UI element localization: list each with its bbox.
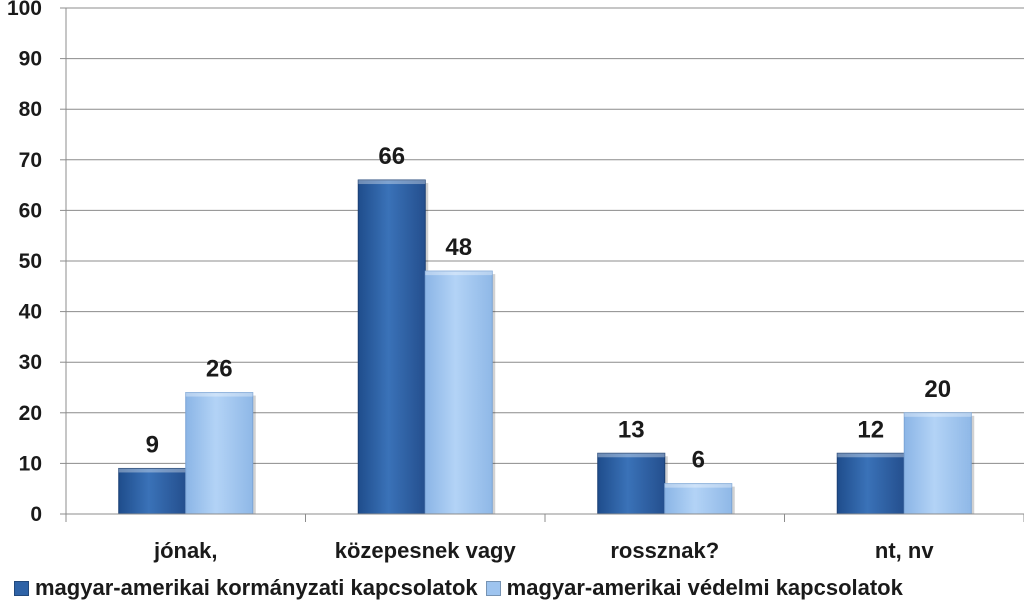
bar-highlight (185, 392, 253, 397)
y-tick-label: 80 (19, 98, 42, 121)
data-label-series-2: 26 (206, 356, 233, 383)
data-label-series-2: 48 (445, 234, 472, 261)
bar-series-1 (597, 452, 666, 515)
legend-swatch-series-1 (14, 580, 29, 596)
category-label: rossznak? (610, 538, 719, 563)
data-label-series-1: 66 (378, 143, 405, 170)
y-tick-label: 50 (19, 250, 42, 273)
y-tick-label: 0 (30, 503, 42, 526)
legend-item-series-2: magyar-amerikai védelmi kapcsolatok (485, 575, 903, 601)
bar-highlight (118, 468, 186, 473)
category-label: jónak, (153, 538, 218, 563)
category-label: közepesnek vagy (335, 538, 517, 563)
bars (118, 179, 975, 515)
legend: magyar-amerikai kormányzati kapcsolatok … (14, 574, 911, 602)
data-label-series-2: 6 (692, 447, 705, 474)
bar-series-2 (185, 392, 254, 515)
y-tick-label: 10 (19, 452, 42, 475)
y-tick-label: 90 (19, 48, 42, 71)
data-label-series-1: 13 (618, 416, 645, 443)
bar-series-2 (664, 483, 733, 515)
category-label: nt, nv (875, 538, 934, 563)
y-tick-label: 30 (19, 351, 42, 374)
x-axis: jónak, közepesnek vagy rossznak? nt, nv (65, 513, 1024, 563)
bar-chart: 0 10 20 30 40 50 60 70 80 90 100 9 26 66 48 13 6 12 20 jó… (7, 0, 1024, 563)
bar-series-1 (357, 179, 426, 515)
y-tick-label: 20 (19, 402, 42, 425)
data-label-series-2: 20 (924, 376, 951, 403)
legend-swatch-series-2 (485, 580, 501, 596)
data-label-series-1: 9 (146, 431, 159, 458)
data-labels: 9 26 66 48 13 6 12 20 (146, 143, 952, 474)
y-tick-label: 100 (7, 0, 42, 20)
bar-series-1 (836, 452, 905, 515)
legend-label-series-1: magyar-amerikai kormányzati kapcsolatok (35, 575, 478, 600)
y-tick-label: 40 (19, 301, 42, 324)
y-axis: 0 10 20 30 40 50 60 70 80 90 100 (7, 0, 67, 526)
bar-highlight (358, 180, 426, 185)
bar-highlight (597, 453, 665, 458)
bar-highlight (837, 453, 905, 458)
y-tick-label: 70 (19, 149, 42, 172)
bar-highlight (904, 412, 972, 417)
data-label-series-1: 12 (857, 416, 884, 443)
bar-highlight (664, 483, 732, 488)
bar-series-2 (903, 412, 972, 515)
y-tick-label: 60 (19, 199, 42, 222)
legend-item-series-1: magyar-amerikai kormányzati kapcsolatok (14, 575, 478, 601)
legend-label-series-2: magyar-amerikai védelmi kapcsolatok (506, 575, 903, 600)
bar-series-2 (424, 270, 493, 515)
bar-highlight (425, 271, 493, 276)
bar-series-1 (118, 467, 187, 515)
